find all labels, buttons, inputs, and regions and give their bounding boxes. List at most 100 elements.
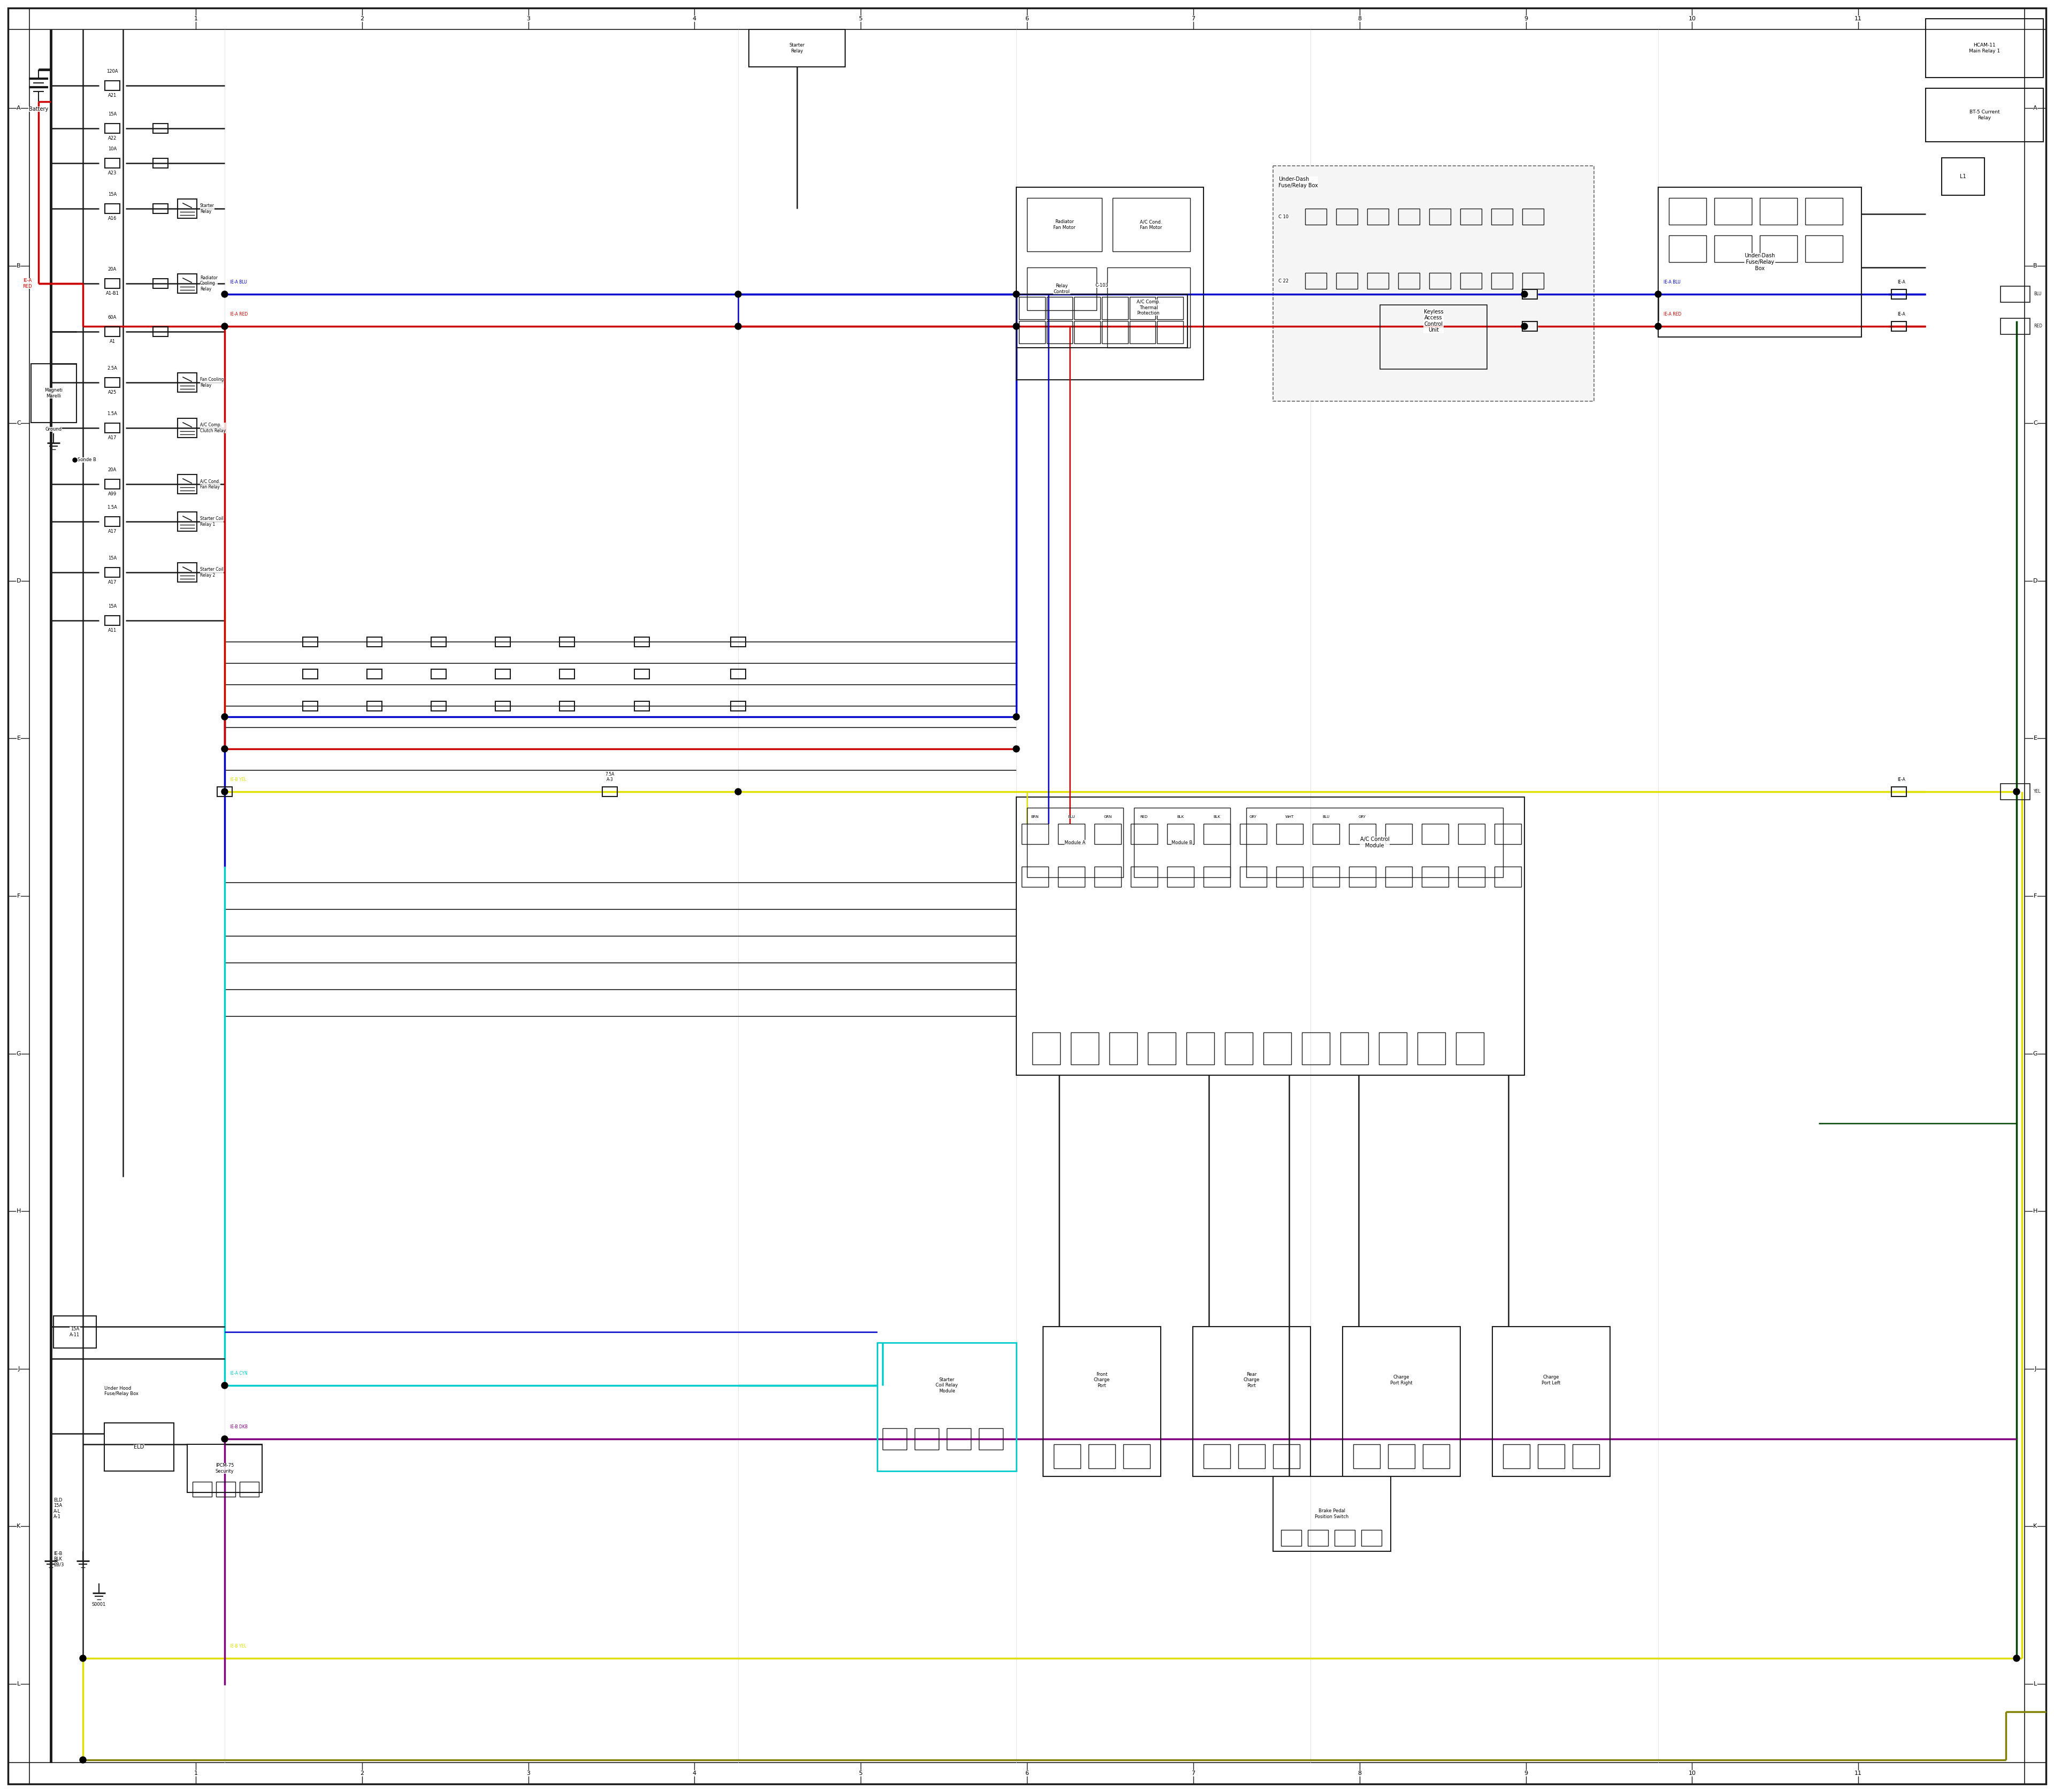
Bar bbox=[1384, 824, 1413, 844]
Bar bbox=[731, 638, 746, 647]
Bar bbox=[731, 668, 746, 679]
Bar bbox=[877, 1342, 1017, 1471]
Bar bbox=[177, 418, 197, 437]
Text: Under-Dash
Fuse/Relay
Box: Under-Dash Fuse/Relay Box bbox=[1744, 253, 1775, 271]
Circle shape bbox=[222, 1382, 228, 1389]
Bar bbox=[1058, 824, 1085, 844]
Bar bbox=[1522, 272, 1545, 289]
Text: 7: 7 bbox=[1191, 16, 1195, 22]
Text: Fan Cooling
Relay: Fan Cooling Relay bbox=[199, 378, 224, 387]
Text: S0001: S0001 bbox=[92, 1602, 107, 1607]
Bar bbox=[1343, 1326, 1460, 1477]
Text: F: F bbox=[16, 894, 21, 898]
Text: IPCM-75
Security: IPCM-75 Security bbox=[216, 1464, 234, 1473]
Text: IE-B DKB: IE-B DKB bbox=[230, 1425, 249, 1430]
Text: 20A: 20A bbox=[109, 468, 117, 473]
Bar bbox=[1308, 1530, 1329, 1546]
Text: Starter
Coil Relay
Module: Starter Coil Relay Module bbox=[937, 1378, 957, 1394]
Text: Relay
Control: Relay Control bbox=[1054, 283, 1070, 294]
Text: H: H bbox=[16, 1208, 21, 1213]
Bar bbox=[1668, 197, 1707, 224]
Text: B: B bbox=[16, 263, 21, 269]
Bar bbox=[53, 1315, 97, 1348]
Bar bbox=[105, 124, 119, 133]
Bar bbox=[152, 204, 168, 213]
Circle shape bbox=[1013, 745, 1019, 753]
Bar bbox=[1313, 867, 1339, 887]
Bar bbox=[1132, 867, 1158, 887]
Bar bbox=[1522, 208, 1545, 224]
Text: C 22: C 22 bbox=[1278, 278, 1288, 283]
Bar bbox=[177, 274, 197, 294]
Text: IE-A: IE-A bbox=[1898, 312, 1906, 317]
Bar bbox=[1054, 1444, 1080, 1468]
Bar bbox=[559, 668, 575, 679]
Bar bbox=[31, 364, 76, 423]
Bar bbox=[1304, 272, 1327, 289]
Text: A/C Cond.
Fan Relay: A/C Cond. Fan Relay bbox=[199, 478, 220, 489]
Bar bbox=[1715, 197, 1752, 224]
Bar bbox=[1019, 297, 1045, 319]
Bar bbox=[1273, 167, 1594, 401]
Text: A17: A17 bbox=[109, 581, 117, 584]
Bar bbox=[105, 516, 119, 527]
Bar bbox=[302, 668, 318, 679]
Bar bbox=[1337, 208, 1358, 224]
Bar bbox=[1456, 1032, 1483, 1064]
Bar bbox=[177, 475, 197, 495]
Bar bbox=[1805, 197, 1842, 224]
Bar bbox=[1941, 158, 1984, 195]
Circle shape bbox=[80, 1756, 86, 1763]
Bar bbox=[1417, 1032, 1446, 1064]
Bar bbox=[216, 1482, 236, 1496]
Text: Keyless
Access
Control
Unit: Keyless Access Control Unit bbox=[1423, 308, 1444, 333]
Bar bbox=[1760, 197, 1797, 224]
Circle shape bbox=[72, 459, 78, 462]
Bar bbox=[1193, 1326, 1310, 1477]
Text: 9: 9 bbox=[1524, 16, 1528, 22]
Bar bbox=[1101, 297, 1128, 319]
Bar bbox=[1658, 186, 1861, 337]
Text: A25: A25 bbox=[109, 391, 117, 394]
Text: IE-A CYN: IE-A CYN bbox=[230, 1371, 249, 1376]
Bar bbox=[177, 199, 197, 219]
Text: A17: A17 bbox=[109, 435, 117, 441]
Bar bbox=[1107, 267, 1189, 348]
Bar bbox=[105, 423, 119, 432]
Bar bbox=[1043, 1326, 1161, 1477]
Bar bbox=[1095, 867, 1121, 887]
Bar bbox=[105, 81, 119, 90]
Text: 10: 10 bbox=[1688, 1770, 1697, 1776]
Text: 2: 2 bbox=[359, 1770, 364, 1776]
Bar bbox=[1538, 1444, 1565, 1468]
Text: IE-A: IE-A bbox=[1898, 778, 1906, 781]
Bar bbox=[1021, 824, 1048, 844]
Bar bbox=[1495, 867, 1522, 887]
Bar bbox=[152, 124, 168, 133]
Text: Front
Charge
Port: Front Charge Port bbox=[1095, 1373, 1109, 1389]
Bar bbox=[1927, 88, 2044, 142]
Text: L1: L1 bbox=[1960, 174, 1966, 179]
Bar bbox=[105, 1423, 175, 1471]
Text: H: H bbox=[2033, 1208, 2038, 1213]
Bar bbox=[1430, 208, 1450, 224]
Bar bbox=[1017, 186, 1204, 380]
Bar bbox=[1017, 797, 1524, 1075]
Text: A22: A22 bbox=[109, 136, 117, 142]
Bar bbox=[1027, 197, 1101, 251]
Text: 3: 3 bbox=[526, 1770, 530, 1776]
Text: 11: 11 bbox=[1855, 1770, 1863, 1776]
Bar bbox=[1124, 1444, 1150, 1468]
Circle shape bbox=[1013, 713, 1019, 720]
Text: GRY: GRY bbox=[1358, 815, 1366, 819]
Bar bbox=[1187, 1032, 1214, 1064]
Bar bbox=[495, 668, 509, 679]
Text: A: A bbox=[2033, 106, 2038, 111]
Bar bbox=[1113, 197, 1189, 251]
Text: K: K bbox=[2033, 1523, 2038, 1529]
Bar bbox=[105, 280, 119, 289]
Bar bbox=[152, 280, 168, 289]
Bar bbox=[1423, 1444, 1450, 1468]
Bar bbox=[1493, 1326, 1610, 1477]
Bar bbox=[1304, 208, 1327, 224]
